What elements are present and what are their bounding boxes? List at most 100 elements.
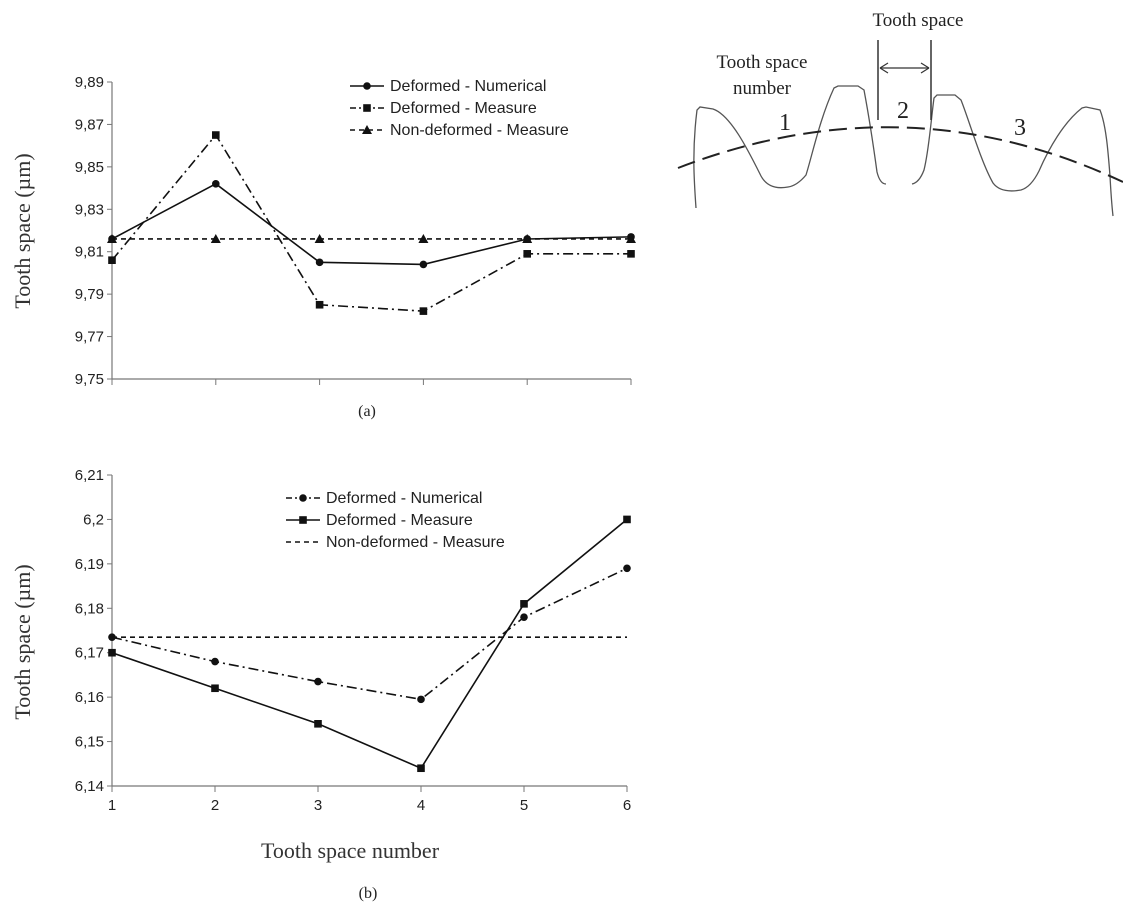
y-tick-label: 6,15 bbox=[75, 734, 104, 751]
x-tick-label: 6 bbox=[623, 797, 631, 814]
data-point bbox=[108, 256, 116, 264]
x-tick-label: 2 bbox=[211, 797, 219, 814]
y-tick-label: 9,85 bbox=[75, 159, 104, 176]
x-tick-label: 5 bbox=[520, 797, 528, 814]
y-tick-label: 6,2 bbox=[83, 511, 104, 528]
x-axis-label: Tooth space number bbox=[261, 838, 440, 863]
data-point bbox=[211, 657, 219, 666]
data-point bbox=[626, 233, 636, 243]
legend-label: Deformed - Numerical bbox=[326, 490, 482, 507]
arrowhead-right bbox=[920, 62, 930, 74]
series-line bbox=[111, 567, 628, 701]
data-point bbox=[314, 720, 322, 728]
y-tick-label: 9,79 bbox=[75, 286, 104, 303]
y-tick-label: 6,18 bbox=[75, 600, 104, 617]
axes: 6,14 6,15 6,16 6,17 6,18 6,19 6,2 6,21 1 2 3 4 5 6 bbox=[75, 467, 631, 814]
legend-label: Non-deformed - Measure bbox=[390, 122, 569, 139]
series-line bbox=[111, 518, 628, 770]
legend-item: Deformed - Measure bbox=[350, 100, 537, 117]
series-group bbox=[107, 131, 636, 315]
data-point bbox=[210, 233, 221, 243]
data-point bbox=[419, 307, 428, 315]
data-point bbox=[315, 258, 324, 267]
y-tick-label: 9,77 bbox=[75, 329, 104, 346]
axes: 9,75 9,77 9,79 9,81 9,83 9,85 9,87 9,89 bbox=[75, 74, 632, 388]
tooth-space-number-label: number bbox=[733, 78, 792, 99]
data-point bbox=[212, 131, 220, 139]
data-point bbox=[314, 233, 325, 243]
data-point bbox=[623, 564, 631, 573]
series-group bbox=[108, 515, 631, 773]
legend-marker bbox=[363, 82, 371, 90]
legend-marker bbox=[362, 125, 372, 134]
legend-item: Deformed - Numerical bbox=[286, 490, 482, 507]
caption-a: (a) bbox=[358, 403, 376, 420]
legend-item: Deformed - Numerical bbox=[350, 78, 546, 95]
data-point bbox=[107, 233, 117, 243]
data-point bbox=[520, 613, 528, 621]
y-tick-label: 6,14 bbox=[75, 778, 104, 795]
gear-schematic: Tooth space Tooth space number 1 2 3 bbox=[677, 10, 1123, 217]
gear-tooth-profile bbox=[693, 85, 887, 209]
legend-label: Deformed - Measure bbox=[390, 100, 537, 117]
legend-marker bbox=[363, 104, 371, 112]
y-tick-label: 9,89 bbox=[75, 74, 104, 91]
data-point bbox=[627, 250, 635, 258]
tooth-number-3: 3 bbox=[1014, 115, 1026, 141]
y-tick-label: 6,21 bbox=[75, 467, 104, 484]
data-point bbox=[314, 677, 322, 686]
x-tick-label: 3 bbox=[314, 797, 322, 814]
data-point bbox=[212, 180, 220, 188]
legend-label: Non-deformed - Measure bbox=[326, 534, 505, 551]
series-deformed-numerical bbox=[108, 564, 631, 704]
tooth-space-number-label: Tooth space bbox=[716, 52, 807, 73]
y-axis-label: Tooth space (µm) bbox=[10, 153, 35, 308]
y-tick-label: 9,81 bbox=[75, 244, 104, 261]
series-line bbox=[111, 133, 631, 312]
tooth-number-1: 1 bbox=[779, 110, 791, 136]
y-tick-label: 6,19 bbox=[75, 556, 104, 573]
data-point bbox=[108, 648, 116, 657]
legend-item: Non-deformed - Measure bbox=[350, 122, 569, 139]
series-deformed-numerical bbox=[108, 180, 635, 269]
y-tick-label: 6,16 bbox=[75, 689, 104, 706]
series-non-deformed-measure bbox=[107, 233, 636, 243]
pitch-circle bbox=[677, 126, 1123, 183]
legend-item: Deformed - Measure bbox=[286, 512, 473, 529]
data-point bbox=[315, 300, 324, 309]
legend-marker bbox=[299, 494, 307, 502]
tooth-space-label: Tooth space bbox=[872, 10, 963, 31]
y-tick-label: 6,17 bbox=[75, 645, 104, 662]
chart-b: Tooth space (µm) Tooth space number 6,14… bbox=[10, 467, 631, 902]
y-tick-label: 9,87 bbox=[75, 116, 104, 133]
data-point bbox=[623, 515, 631, 524]
data-point bbox=[520, 600, 528, 608]
legend: Deformed - Numerical Deformed - Measure No… bbox=[350, 78, 569, 139]
series-deformed-measure bbox=[108, 515, 631, 773]
x-tick-label: 4 bbox=[417, 797, 425, 814]
data-point bbox=[417, 695, 425, 704]
y-tick-label: 9,83 bbox=[75, 201, 104, 218]
data-point bbox=[211, 684, 219, 693]
y-axis-label: Tooth space (µm) bbox=[10, 564, 35, 719]
data-point bbox=[417, 764, 425, 773]
arrowhead-left bbox=[879, 62, 889, 74]
data-point bbox=[522, 233, 533, 243]
legend-label: Deformed - Numerical bbox=[390, 78, 546, 95]
data-point bbox=[523, 250, 531, 258]
legend-item: Non-deformed - Measure bbox=[286, 534, 505, 551]
series-deformed-measure bbox=[108, 131, 635, 315]
y-tick-label: 9,75 bbox=[75, 371, 104, 388]
data-point bbox=[419, 260, 428, 269]
legend-label: Deformed - Measure bbox=[326, 512, 473, 529]
legend: Deformed - Numerical Deformed - Measure No… bbox=[286, 490, 505, 551]
x-tick-label: 1 bbox=[108, 797, 116, 814]
chart-a: Tooth space (µm) 9,75 9,77 9,79 9,81 9,83 9,8… bbox=[10, 74, 636, 420]
data-point bbox=[418, 233, 429, 243]
gear-tooth-profile bbox=[911, 94, 1114, 217]
legend-marker bbox=[299, 516, 307, 524]
tooth-number-2: 2 bbox=[897, 98, 909, 124]
series-line bbox=[111, 182, 632, 266]
caption-b: (b) bbox=[359, 885, 378, 902]
